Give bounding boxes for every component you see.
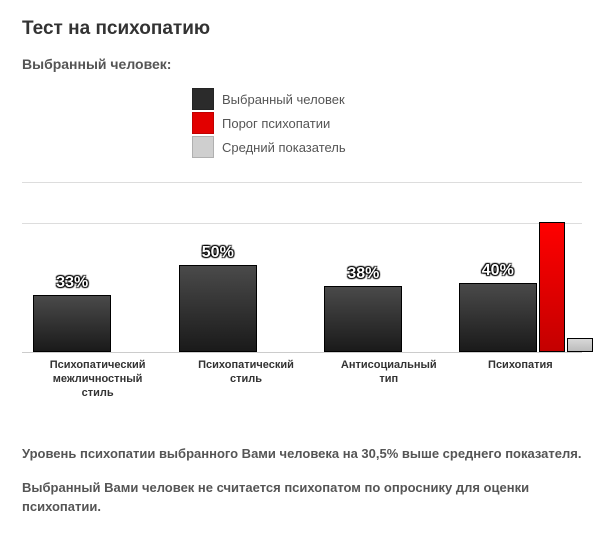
legend: Выбранный человек Порог психопатии Средний… bbox=[192, 88, 582, 158]
summary-text: Уровень психопатии выбранного Вами челов… bbox=[22, 444, 582, 517]
bar: 40% bbox=[459, 283, 537, 352]
summary-line-1: Уровень психопатии выбранного Вами челов… bbox=[22, 444, 582, 464]
bar: 50% bbox=[179, 265, 257, 352]
x-axis-label: Антисоциальныйтип bbox=[319, 359, 459, 400]
bar-group: 50% bbox=[179, 265, 257, 352]
bar-group: 40% bbox=[459, 222, 593, 352]
bar: 38% bbox=[324, 286, 402, 352]
bar-value-label: 38% bbox=[347, 265, 379, 283]
bar-group: 38% bbox=[324, 286, 402, 352]
bar-group: 33% bbox=[33, 295, 111, 352]
x-axis-label: Психопатия bbox=[459, 359, 582, 400]
summary-line-2: Выбранный Вами человек не считается псих… bbox=[22, 478, 582, 517]
legend-item: Средний показатель bbox=[192, 136, 346, 158]
subtitle: Выбранный человек: bbox=[22, 56, 582, 72]
legend-label: Средний показатель bbox=[222, 140, 346, 155]
legend-swatch bbox=[192, 112, 214, 134]
bar bbox=[539, 222, 565, 352]
legend-item: Выбранный человек bbox=[192, 88, 345, 110]
chart-x-labels: ПсихопатическиймежличностныйстильПсихопа… bbox=[22, 359, 582, 400]
x-axis-label: Психопатическийстиль bbox=[173, 359, 319, 400]
bar: 33% bbox=[33, 295, 111, 352]
legend-label: Выбранный человек bbox=[222, 92, 345, 107]
chart: 33% 50% 38% 40% bbox=[22, 183, 582, 353]
bar-value-label: 50% bbox=[202, 244, 234, 262]
legend-label: Порог психопатии bbox=[222, 116, 330, 131]
bar-value-label: 33% bbox=[56, 274, 88, 292]
bar bbox=[567, 338, 593, 352]
legend-swatch bbox=[192, 88, 214, 110]
legend-swatch bbox=[192, 136, 214, 158]
bar-value-label: 40% bbox=[482, 262, 514, 280]
chart-plot-area: 33% 50% 38% 40% bbox=[22, 223, 582, 353]
legend-item: Порог психопатии bbox=[192, 112, 330, 134]
page-title: Тест на психопатию bbox=[22, 18, 582, 40]
x-axis-label: Психопатическиймежличностныйстиль bbox=[22, 359, 173, 400]
